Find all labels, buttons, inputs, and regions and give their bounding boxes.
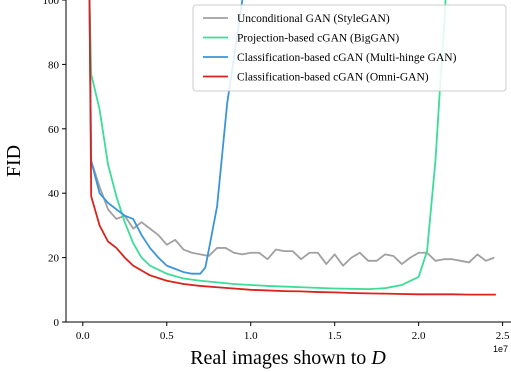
x-axis-label-var: D	[370, 347, 386, 369]
x-tick-label: 1.0	[244, 330, 258, 342]
x-tick-label: 1.5	[328, 330, 342, 342]
y-axis-label: FID	[3, 145, 25, 177]
axes	[65, 0, 511, 323]
y-tick-label: 20	[48, 253, 60, 265]
legend-label: Classification-based cGAN (Multi-hinge G…	[237, 52, 457, 64]
legend-label: Unconditional GAN (StyleGAN)	[237, 13, 390, 25]
legend-label: Projection-based cGAN (BigGAN)	[237, 33, 399, 45]
series-line-4	[88, 0, 496, 296]
x-axis-label-text: Real images shown to	[190, 347, 371, 369]
y-tick-label: 80	[48, 59, 60, 71]
y-tick-label: 60	[48, 124, 60, 136]
x-tick-label: 2.5	[496, 330, 510, 342]
plot-lines	[88, 0, 496, 296]
series-line-2	[88, 0, 447, 291]
x-tick-label: 0.5	[160, 330, 174, 342]
legend: Unconditional GAN (StyleGAN) Projection-b…	[192, 4, 507, 92]
ticks: 0.0 0.5 1.0 1.5 2.0 2.5 0 20 40 60 80 100	[43, 0, 510, 342]
y-tick-label: 0	[54, 317, 60, 329]
x-tick-label: 0.0	[76, 330, 90, 342]
legend-box	[192, 4, 507, 92]
y-tick-label: 40	[48, 188, 60, 200]
x-axis-exponent: 1e7	[493, 344, 508, 354]
x-tick-label: 2.0	[412, 330, 426, 342]
legend-label: Classification-based cGAN (Omni-GAN)	[237, 72, 429, 84]
series-line-3	[88, 0, 244, 275]
x-axis-label: Real images shown to D	[190, 347, 386, 369]
y-tick-label: 100	[43, 0, 60, 7]
